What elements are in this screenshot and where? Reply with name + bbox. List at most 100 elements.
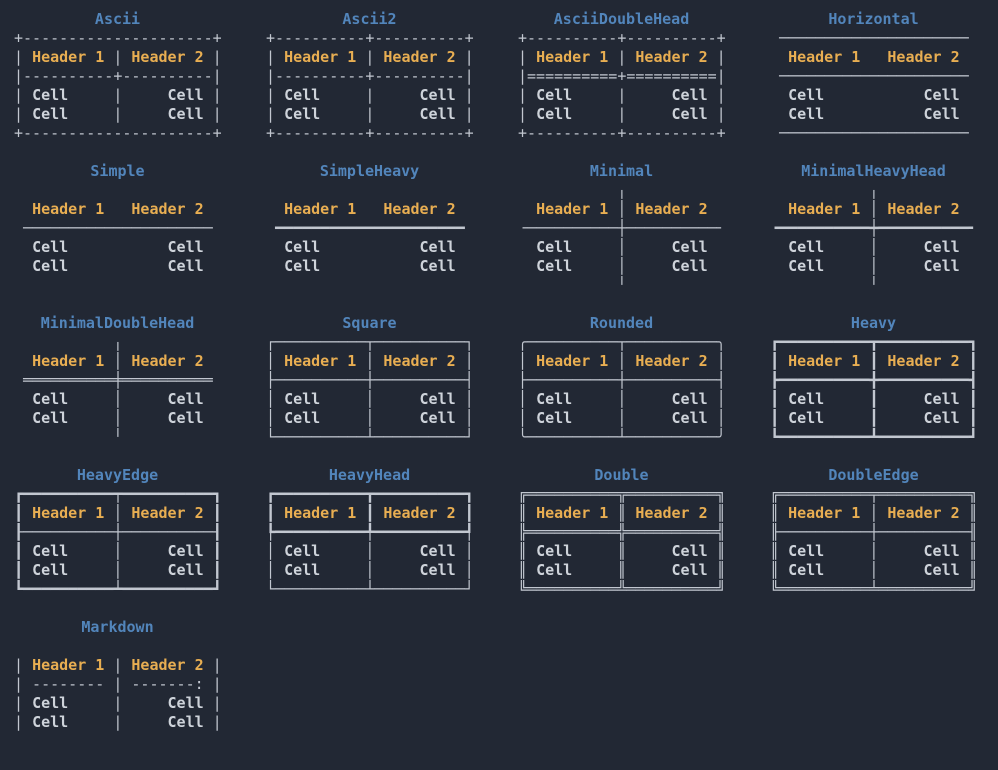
header-text: Header 2 [131,656,204,674]
table-line: ╟──────────┼──────────╢ [770,523,978,542]
cell-text: Cell [671,105,708,123]
table-line: | Cell | Cell | [14,86,222,105]
header-text: Header 2 [131,200,204,218]
table-title: Square [342,314,397,332]
cell-text: Cell [788,257,825,275]
table-title: Ascii [94,10,141,28]
border-chars [68,390,113,408]
border-chars: │ [266,561,285,579]
border-chars: | [608,48,636,66]
cell-text: Cell [419,86,456,104]
border-chars: | [455,48,474,66]
cell-text: Cell [536,542,573,560]
border-chars: ───────────────────── [770,67,978,85]
header-text: Header 2 [383,48,456,66]
cell-text: Cell [284,561,321,579]
cell-text: Cell [419,409,456,427]
border-chars: | [707,105,726,123]
header-text: Header 1 [32,656,105,674]
table-line: ┏━━━━━━━━━━┳━━━━━━━━━━┓ [266,485,474,504]
border-chars: │ [455,542,474,560]
border-chars: +----------+----------+ [266,29,474,47]
border-chars: ╷ [518,181,726,199]
cell-text: Cell [536,105,573,123]
cell-text: Cell [671,86,708,104]
header-text: Header 1 [536,352,609,370]
border-chars [456,257,474,275]
border-chars: │ [320,542,420,560]
table-line: ┃ Cell │ Cell ┃ [14,561,222,580]
table-line: ╵ [518,276,725,295]
border-chars: ┏━━━━━━━━━━┳━━━━━━━━━━┓ [266,485,474,503]
border-chars [770,257,788,275]
table-block-heavyedge: HeavyEdge ┏━━━━━━━━━━┯━━━━━━━━━━┓ ┃ Header… [14,466,222,618]
border-chars: │ [320,561,420,579]
table-line: ╚══════════╧══════════╝ [770,580,978,599]
table-line: │ Header 1 │ Header 2 │ [266,352,474,371]
border-chars: │ [617,200,627,218]
border-chars: │ [518,390,537,408]
table-line: | Cell | Cell | [14,105,222,124]
cell-text: Cell [167,86,204,104]
table-line: ┃ Cell ┃ Cell ┃ [770,390,978,409]
border-chars: |----------+----------| [266,67,474,85]
border-chars: │ [455,409,474,427]
border-chars [356,200,383,218]
cell-text: Cell [671,238,708,256]
border-chars: |==========+==========| [518,67,726,85]
border-chars: ┃ [824,409,924,427]
border-chars [456,238,474,256]
table-line: │ Cell │ Cell │ [266,561,474,580]
border-chars [518,238,536,256]
header-text: Header 2 [635,352,708,370]
border-chars: └──────────┴──────────┘ [266,580,474,598]
border-chars: ┃ [959,409,978,427]
table-line: ║ Cell ║ Cell ║ [518,561,726,580]
border-chars [14,390,32,408]
cell-text: Cell [536,561,573,579]
header-text: Header 1 [32,352,105,370]
table-line: │ Cell │ Cell │ [518,409,726,428]
table-line: │ Cell │ Cell │ [266,390,474,409]
border-chars: ┗━━━━━━━━━━┷━━━━━━━━━━┛ [14,580,222,598]
border-chars: | [68,86,168,104]
border-chars: ───────────────────── [770,29,978,47]
table-line: ╔══════════╤══════════╗ [770,485,978,504]
table-line: +---------------------+ [14,29,222,48]
border-chars: | [266,105,285,123]
table-block-heavyhead: HeavyHead ┏━━━━━━━━━━┳━━━━━━━━━━┓ ┃ Header… [266,466,474,618]
cell-text: Cell [419,105,456,123]
border-chars: │ [707,390,726,408]
cell-text: Cell [536,257,573,275]
border-chars: | [104,656,132,674]
table-line: Cell Cell [770,86,977,105]
border-chars [960,200,978,218]
border-chars [708,257,726,275]
table-line: ───────────────────── [14,219,221,238]
header-text: Header 1 [32,504,105,522]
border-chars: ║ [770,504,789,522]
border-chars: ║ [770,561,789,579]
table-line: ┃ Header 1 ┃ Header 2 ┃ [266,504,474,523]
table-block-minimalheavyhead: MinimalHeavyHead ╷ Header 1 │ Header 2 ╺… [770,162,978,314]
table-title: Heavy [850,314,897,332]
table-line: ╵ [14,428,221,447]
border-chars: ┃ [959,390,978,408]
table-line: ┗━━━━━━━━━━┻━━━━━━━━━━┛ [770,428,978,447]
table-line: └──────────┴──────────┘ [266,580,474,599]
table-title: Horizontal [828,10,919,28]
border-chars: ╵ [770,276,978,294]
table-line: ║ Header 1 │ Header 2 ║ [770,504,978,523]
border-chars [960,86,978,104]
border-chars [824,238,869,256]
table-title: Ascii2 [342,10,397,28]
table-title: MinimalHeavyHead [801,162,946,180]
header-text: Header 2 [635,48,708,66]
table-line: ┏━━━━━━━━━━┯━━━━━━━━━━┓ [14,485,222,504]
table-line: ├──────────┼──────────┤ [518,371,726,390]
cell-text: Cell [167,257,204,275]
border-chars [960,105,978,123]
header-text: Header 2 [131,352,204,370]
header-text: Header 2 [887,352,960,370]
cell-text: Cell [32,86,69,104]
